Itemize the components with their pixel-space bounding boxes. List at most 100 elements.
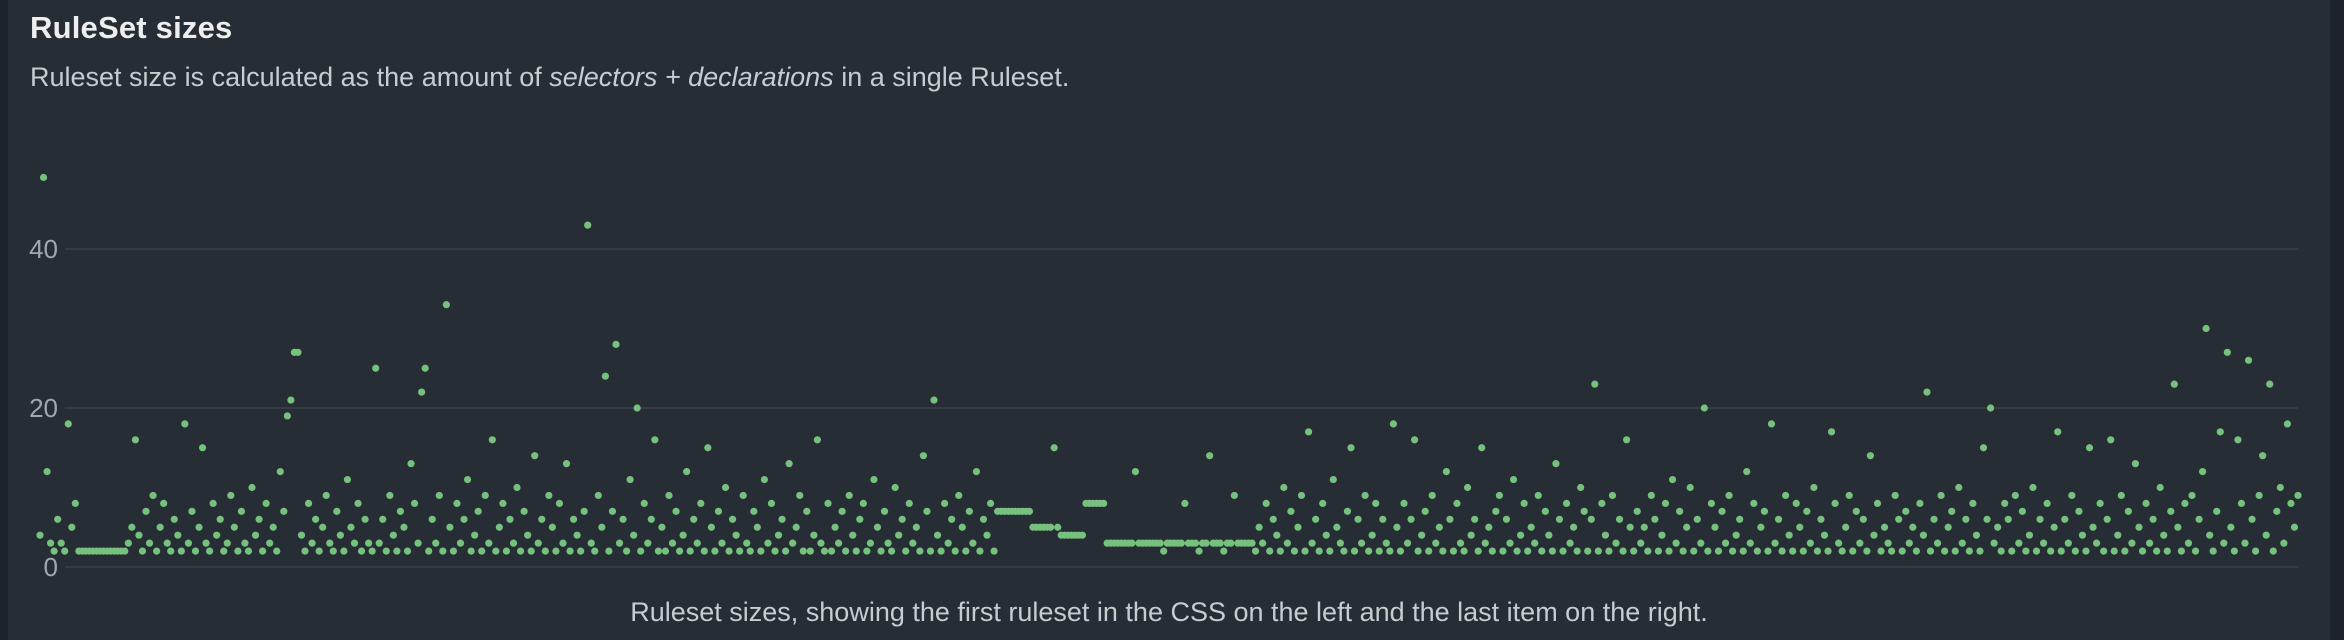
data-point	[1704, 547, 1712, 555]
data-point	[1365, 547, 1373, 555]
data-point	[1658, 531, 1666, 539]
data-point	[149, 491, 157, 500]
data-point	[1856, 539, 1864, 547]
data-point	[336, 531, 344, 539]
data-point	[969, 539, 977, 547]
data-point	[990, 547, 998, 555]
data-point	[1711, 523, 1719, 531]
data-point	[1842, 523, 1850, 531]
data-point	[128, 523, 136, 531]
data-point	[1619, 547, 1627, 555]
data-point	[2202, 324, 2210, 333]
data-point	[559, 539, 567, 547]
data-point	[1407, 515, 1415, 523]
data-point	[1863, 547, 1871, 555]
data-point	[2061, 515, 2069, 523]
data-point	[1895, 515, 1903, 523]
data-point	[2036, 515, 2044, 523]
data-point	[690, 515, 698, 523]
data-point	[47, 539, 55, 547]
data-point	[1372, 499, 1380, 507]
data-point	[1880, 523, 1889, 531]
data-point	[1661, 499, 1670, 507]
data-point	[1972, 531, 1981, 539]
data-point	[216, 515, 224, 523]
data-point	[1262, 499, 1270, 507]
data-point	[400, 523, 408, 531]
data-point	[2121, 547, 2129, 555]
data-point	[1612, 539, 1620, 547]
data-point	[1446, 515, 1454, 523]
data-point	[1418, 531, 1426, 539]
data-point	[1191, 539, 1200, 547]
data-point	[135, 531, 143, 539]
data-point	[1312, 515, 1320, 523]
data-point	[785, 460, 793, 468]
data-point	[1506, 539, 1514, 547]
data-point	[382, 547, 390, 555]
data-point	[1396, 547, 1405, 555]
data-point	[283, 412, 291, 420]
data-point	[1810, 483, 1818, 492]
data-point	[732, 531, 740, 539]
data-point	[1997, 547, 2005, 555]
data-point	[1570, 523, 1578, 531]
data-point	[870, 475, 878, 484]
data-point	[1410, 436, 1419, 444]
data-point	[566, 547, 574, 555]
data-point	[1707, 499, 1716, 507]
data-point	[36, 531, 44, 539]
data-point	[1078, 531, 1087, 539]
data-point	[1315, 547, 1323, 555]
data-point	[403, 547, 412, 555]
data-point	[481, 491, 489, 500]
data-point	[1131, 468, 1140, 476]
data-point	[2092, 539, 2101, 547]
data-point	[2294, 491, 2302, 500]
data-point	[888, 547, 896, 555]
chart-title: RuleSet sizes	[30, 10, 233, 45]
data-point	[824, 499, 832, 507]
data-point	[1562, 499, 1571, 507]
data-point	[534, 539, 542, 547]
chart-subtitle: Ruleset size is calculated as the amount…	[30, 62, 1069, 93]
data-point	[1414, 547, 1422, 555]
data-point	[941, 499, 949, 507]
data-point	[1785, 531, 1793, 539]
data-point	[57, 539, 65, 547]
data-point	[983, 531, 991, 539]
data-point	[2290, 523, 2299, 531]
scatter-chart: 0 20 40	[8, 0, 2330, 640]
data-point	[923, 507, 931, 515]
data-point	[1220, 547, 1228, 555]
data-point	[308, 539, 316, 547]
data-point	[1492, 507, 1500, 515]
data-point	[2068, 491, 2076, 500]
data-point	[1393, 523, 1401, 531]
data-point	[297, 531, 306, 539]
data-point	[1976, 547, 1984, 555]
data-point	[555, 499, 564, 507]
data-point	[2008, 547, 2016, 555]
data-point	[697, 499, 705, 507]
data-point	[852, 547, 860, 555]
data-point	[1729, 547, 1737, 555]
data-point	[202, 539, 210, 547]
data-point	[538, 515, 546, 523]
data-point	[319, 523, 327, 531]
data-point	[61, 547, 69, 555]
data-point	[1598, 499, 1606, 507]
data-point	[877, 547, 885, 555]
data-point	[1460, 547, 1468, 555]
data-point	[1297, 491, 1306, 500]
data-point	[895, 531, 903, 539]
data-point	[513, 483, 521, 492]
data-point	[375, 539, 383, 547]
data-point	[1637, 539, 1645, 547]
data-point	[1403, 539, 1412, 547]
data-point	[1280, 483, 1288, 492]
data-point	[1824, 547, 1832, 555]
data-point	[654, 547, 662, 555]
data-point	[1301, 547, 1309, 555]
data-point	[767, 499, 776, 507]
